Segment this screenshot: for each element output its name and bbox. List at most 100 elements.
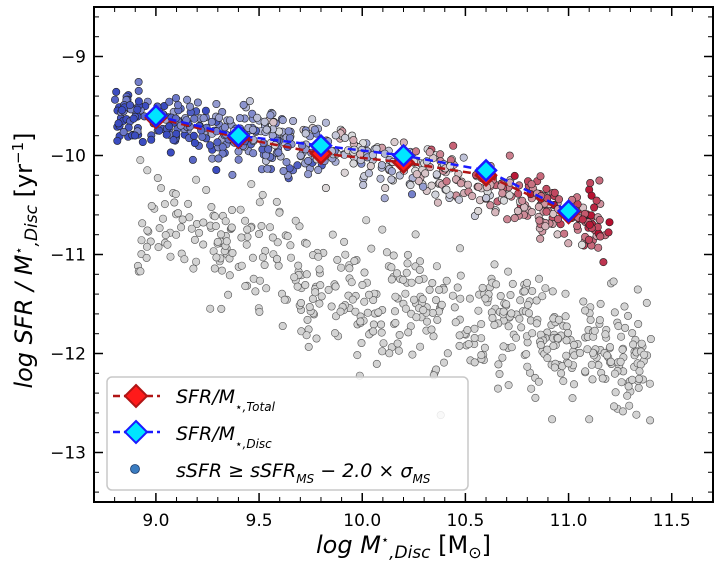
passive-point [255,230,264,239]
passive-point [242,240,251,249]
main-sequence-point [207,117,216,126]
passive-point [369,295,378,304]
passive-point [404,328,413,337]
main-sequence-point [266,111,275,120]
passive-point [636,360,645,369]
passive-point [227,223,236,232]
main-sequence-point [264,145,273,154]
passive-point [170,198,179,207]
main-sequence-point [212,166,221,175]
main-sequence-point [234,155,243,164]
passive-point [241,282,250,291]
passive-point [561,289,570,298]
passive-point [302,239,311,248]
passive-scatter [133,156,655,425]
passive-point [394,346,403,355]
passive-point [199,218,208,227]
disc-median-marker [474,158,498,183]
passive-point [358,280,367,289]
main-sequence-point [390,138,399,147]
passive-point [286,241,295,250]
main-sequence-point [218,143,227,152]
legend-box [106,376,469,491]
main-sequence-point [199,114,208,123]
main-sequence-point [425,148,434,157]
passive-point [456,271,465,280]
passive-point [628,375,637,384]
main-sequence-point [183,95,192,104]
passive-point [337,263,346,272]
passive-point [283,232,292,241]
passive-point [243,225,252,234]
passive-point [624,382,633,391]
passive-point [568,394,577,403]
passive-point [416,342,425,351]
passive-point [620,302,629,311]
main-sequence-point [595,176,604,185]
passive-point [327,302,336,311]
passive-point [403,250,412,259]
main-sequence-point [248,125,257,134]
passive-point [455,331,464,340]
main-sequence-point [505,191,514,200]
passive-point [564,359,573,368]
passive-point [312,334,321,343]
passive-point [399,275,408,284]
passive-point [356,317,365,326]
passive-point [504,322,513,331]
main-sequence-point [381,184,390,193]
main-sequence-point [553,215,562,224]
passive-point [295,222,304,231]
passive-point [585,415,594,424]
passive-point [316,281,325,290]
passive-point [520,287,529,296]
passive-point [202,186,211,195]
disc-median-marker [309,133,333,158]
passive-point [255,276,264,285]
passive-point [297,327,306,336]
passive-point [369,327,378,336]
main-sequence-point [186,102,195,111]
passive-point [345,264,354,273]
passive-point [553,334,562,343]
main-sequence-point [590,203,599,212]
passive-point [595,316,604,325]
main-sequence-point [518,196,527,205]
passive-point [559,377,568,386]
main-sequence-point [596,232,605,241]
passive-point [498,353,507,362]
passive-point [395,330,404,339]
passive-point [618,407,627,416]
main-sequence-point [474,182,483,191]
main-sequence-point [114,119,123,128]
passive-point [428,278,437,287]
main-sequence-point [463,180,472,189]
main-sequence-point [442,177,451,186]
y-tick-label: −10 [50,147,86,167]
disc-median-marker [226,123,251,148]
passive-point [387,263,396,272]
passive-point [171,190,180,199]
passive-point [455,244,464,253]
main-sequence-point [212,100,221,109]
main-sequence-point [527,208,536,217]
passive-point [172,230,181,239]
main-sequence-point [119,128,128,137]
passive-point [207,203,216,212]
main-sequence-point [147,135,156,144]
axis-ticks: 9.0 9.5 10.0 10.5 11.0 11.5 −9 −10 −11 −12 −13 [50,7,714,531]
y-tick-label: −11 [50,246,86,266]
passive-point [195,228,204,237]
passive-point [136,267,145,276]
passive-point [495,369,504,378]
passive-point [507,343,516,352]
passive-point [543,345,552,354]
main-sequence-point [129,114,138,123]
passive-point [569,340,578,349]
main-sequence-point [573,222,582,231]
passive-point [633,285,642,294]
passive-point [548,287,557,296]
passive-point [154,243,163,252]
passive-point [317,292,326,301]
main-sequence-point [169,136,178,145]
